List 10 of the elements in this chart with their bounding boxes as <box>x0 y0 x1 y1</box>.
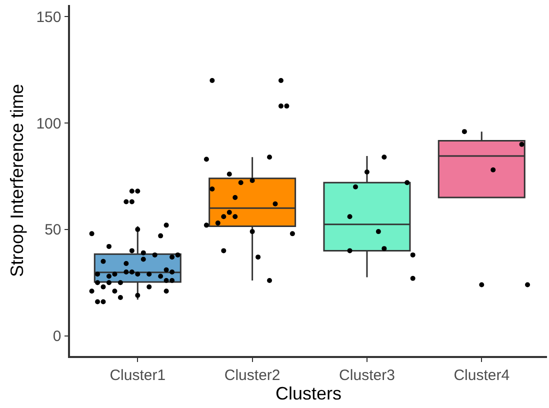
x-axis-title: Clusters <box>275 384 342 404</box>
x-tick-label: Cluster1 <box>110 366 166 384</box>
y-axis-title: Stroop Interference time <box>6 84 27 278</box>
x-tick-label: Cluster3 <box>339 366 395 384</box>
x-tick-label: Cluster2 <box>224 366 280 384</box>
y-tick-label: 150 <box>36 8 62 26</box>
y-tick-label: 0 <box>52 328 62 346</box>
y-tick-label: 100 <box>36 115 62 132</box>
y-tick-label: 50 <box>44 222 62 239</box>
x-tick-label: Cluster4 <box>454 366 510 384</box>
